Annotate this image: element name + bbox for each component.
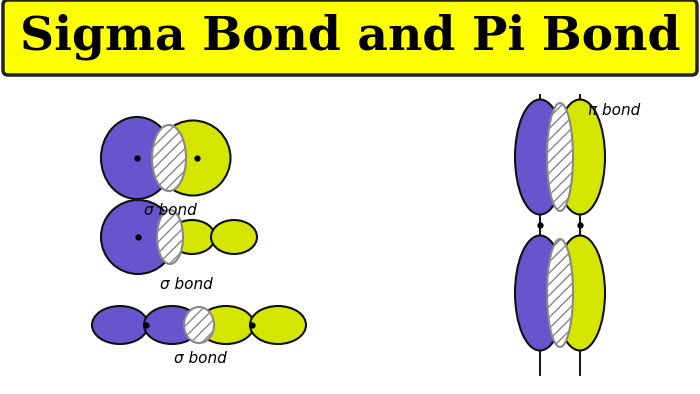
Ellipse shape [144,306,200,344]
Ellipse shape [155,121,230,195]
Ellipse shape [211,220,257,254]
Text: σ bond: σ bond [160,277,212,292]
Ellipse shape [547,103,573,211]
Text: σ bond: σ bond [144,203,197,218]
Ellipse shape [547,239,573,347]
Ellipse shape [550,218,570,232]
Ellipse shape [515,100,565,214]
Ellipse shape [101,117,173,199]
Ellipse shape [198,306,254,344]
Text: π bond: π bond [588,103,640,118]
Ellipse shape [169,220,215,254]
Ellipse shape [157,210,183,264]
Ellipse shape [92,306,148,344]
Ellipse shape [184,307,214,343]
FancyBboxPatch shape [3,0,697,75]
Ellipse shape [555,100,605,214]
Text: Sigma Bond and Pi Bond: Sigma Bond and Pi Bond [20,14,680,60]
Ellipse shape [250,306,306,344]
Text: σ bond: σ bond [174,351,226,366]
Ellipse shape [101,200,175,274]
Ellipse shape [555,236,605,351]
Ellipse shape [515,236,565,351]
Ellipse shape [152,125,186,191]
